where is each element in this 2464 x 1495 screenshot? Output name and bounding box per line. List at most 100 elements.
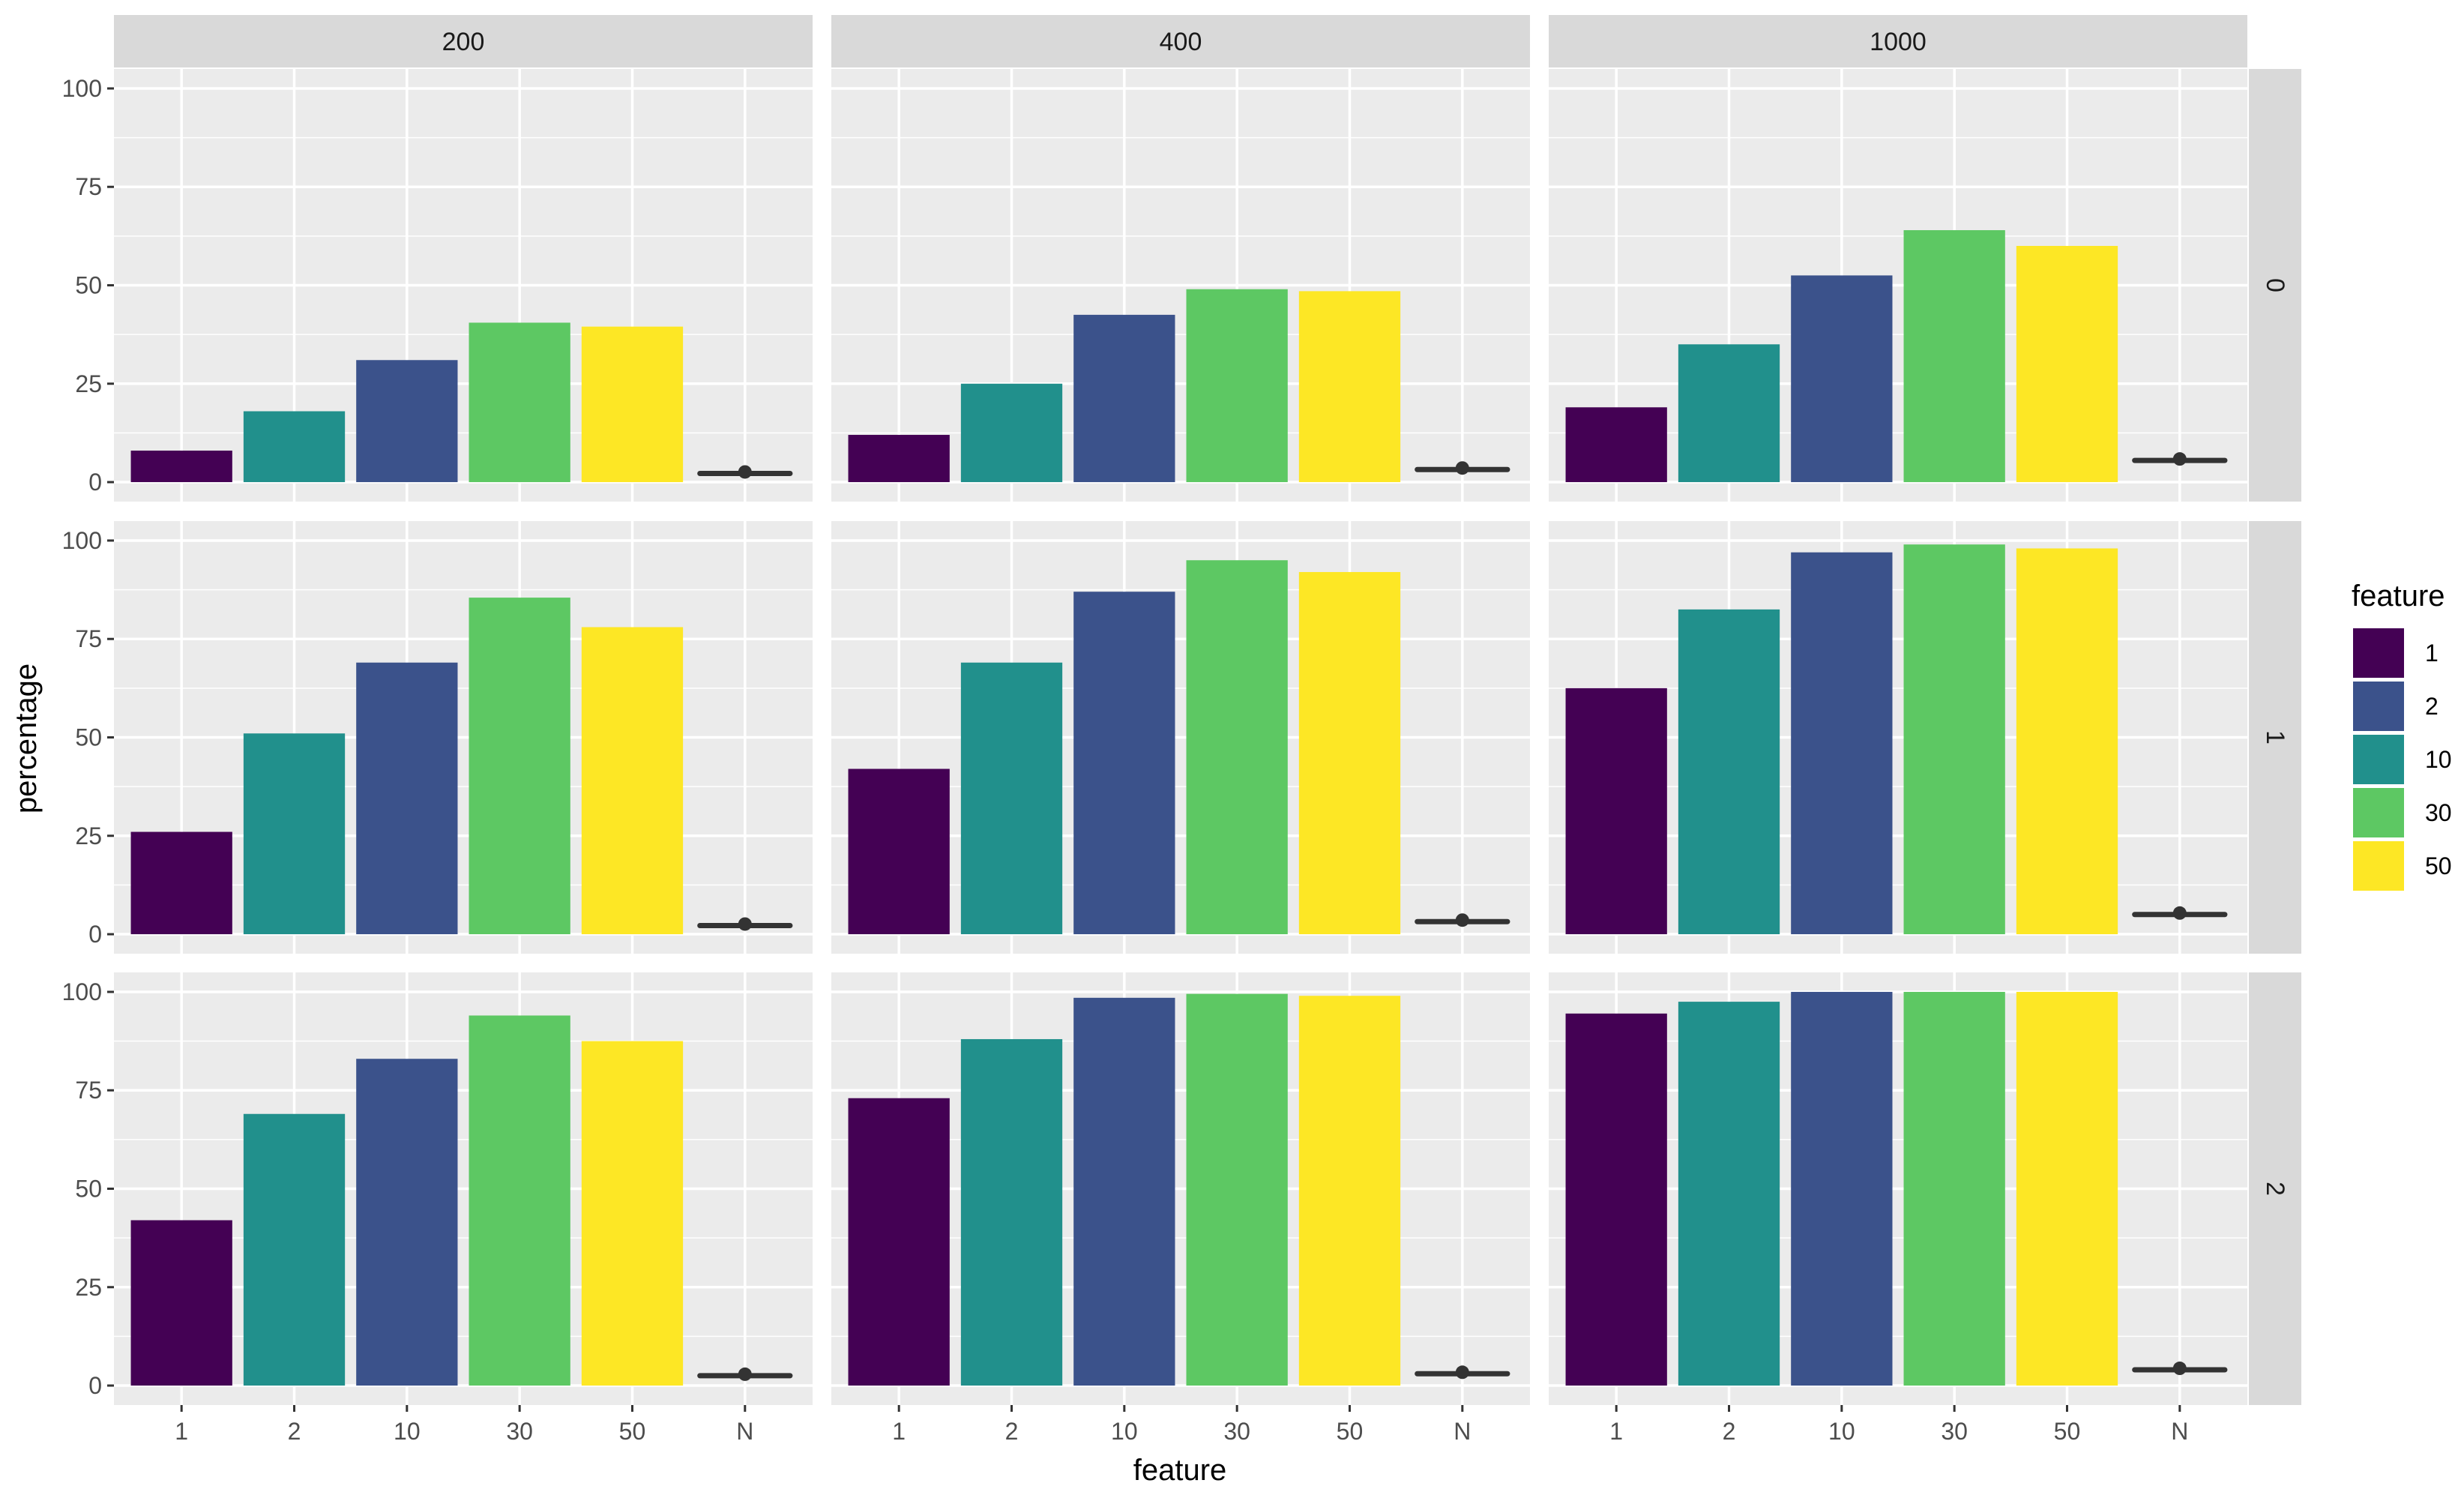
facet-strip-row-label: 0 (2261, 278, 2289, 292)
facet-strip-col-label: 1000 (1870, 28, 1927, 56)
x-tick-label: 1 (175, 1418, 188, 1445)
n-marker-point (2172, 906, 2187, 920)
bar-1 (1565, 688, 1667, 935)
facet-strip-col-200 (114, 15, 813, 67)
bar-1 (1565, 1013, 1667, 1386)
y-tick-label: 25 (75, 1274, 102, 1301)
facet-strip-row-label: 1 (2261, 730, 2289, 745)
n-marker-point (1455, 1365, 1469, 1380)
legend-key-10 (2353, 735, 2404, 784)
bar-50 (581, 627, 684, 935)
y-tick-label: 50 (75, 272, 102, 299)
n-marker-point (738, 465, 752, 479)
legend-label: 50 (2425, 852, 2452, 879)
bar-10 (1073, 314, 1175, 483)
facet-strip-col-label: 400 (1160, 28, 1202, 56)
y-tick-label: 75 (75, 173, 102, 200)
bar-10 (1073, 997, 1175, 1386)
y-tick-label: 0 (88, 469, 102, 496)
x-tick-label: N (2171, 1418, 2188, 1445)
x-tick-label: 30 (1223, 1418, 1250, 1445)
bar-2 (960, 1038, 1063, 1386)
bar-10 (356, 360, 458, 483)
bar-2 (1678, 344, 1780, 483)
facet-strip-row-1 (2249, 521, 2301, 954)
x-tick-label: 1 (1609, 1418, 1623, 1445)
legend-label: 2 (2425, 693, 2439, 720)
n-marker-point (2172, 1362, 2187, 1376)
bar-50 (1298, 571, 1401, 935)
facet-strip-row-label: 2 (2261, 1182, 2289, 1196)
bar-2 (243, 411, 346, 483)
bar-1 (130, 451, 232, 483)
bar-50 (2016, 991, 2118, 1386)
y-tick-label: 0 (88, 1372, 102, 1399)
legend-key-30 (2353, 788, 2404, 837)
legend-title: feature (2352, 580, 2445, 613)
legend-label: 1 (2425, 640, 2439, 667)
facet-strip-row-0 (2249, 69, 2301, 502)
legend-label: 30 (2425, 799, 2452, 826)
bar-30 (1186, 993, 1288, 1386)
x-tick-label: 50 (1337, 1418, 1364, 1445)
bar-50 (581, 326, 684, 483)
bar-10 (356, 662, 458, 935)
x-tick-label: 10 (1828, 1418, 1855, 1445)
n-marker-point (738, 917, 752, 931)
bar-30 (1903, 991, 2005, 1386)
y-tick-label: 100 (62, 75, 102, 102)
x-tick-label: 50 (619, 1418, 646, 1445)
bar-30 (1186, 289, 1288, 483)
facet-strip-col-400 (831, 15, 1530, 67)
x-tick-label: 30 (1941, 1418, 1968, 1445)
bar-2 (960, 662, 1063, 935)
y-tick-label: 75 (75, 625, 102, 652)
legend-key-2 (2353, 682, 2404, 731)
bar-10 (356, 1059, 458, 1386)
y-tick-label: 25 (75, 370, 102, 397)
y-tick-label: 50 (75, 1176, 102, 1203)
facet-strip-col-label: 200 (442, 28, 485, 56)
x-tick-label: 2 (1005, 1418, 1019, 1445)
bar-2 (243, 1113, 346, 1386)
bar-1 (848, 1098, 950, 1386)
facet-strip-row-2 (2249, 972, 2301, 1405)
x-tick-label: N (736, 1418, 753, 1445)
y-tick-label: 75 (75, 1077, 102, 1104)
bar-30 (469, 1015, 570, 1386)
n-marker-point (2172, 452, 2187, 466)
y-tick-label: 0 (88, 921, 102, 948)
n-marker-point (1455, 461, 1469, 475)
x-tick-label: 10 (1111, 1418, 1138, 1445)
bar-50 (1298, 996, 1401, 1386)
bar-10 (1073, 592, 1175, 935)
legend-key-50 (2353, 841, 2404, 891)
bar-1 (848, 768, 950, 935)
legend-key-1 (2353, 628, 2404, 678)
bar-50 (2016, 245, 2118, 483)
bar-50 (2016, 548, 2118, 935)
y-axis-title: percentage (10, 664, 43, 813)
bar-1 (1565, 407, 1667, 483)
bar-1 (130, 831, 232, 935)
bar-10 (1791, 552, 1893, 935)
x-tick-label: 2 (288, 1418, 301, 1445)
bar-30 (469, 322, 570, 483)
bar-2 (1678, 1002, 1780, 1386)
n-marker-point (1455, 913, 1469, 927)
facet-strip-col-1000 (1549, 15, 2247, 67)
x-tick-label: 30 (506, 1418, 533, 1445)
y-tick-label: 50 (75, 724, 102, 751)
bar-50 (581, 1041, 684, 1386)
bar-2 (1678, 609, 1780, 935)
y-tick-label: 25 (75, 822, 102, 849)
n-marker-point (738, 1367, 752, 1381)
y-tick-label: 100 (62, 527, 102, 554)
x-tick-label: 2 (1723, 1418, 1736, 1445)
bar-30 (469, 598, 570, 935)
x-tick-label: 1 (892, 1418, 906, 1445)
legend-label: 10 (2425, 746, 2452, 773)
x-tick-label: N (1454, 1418, 1471, 1445)
